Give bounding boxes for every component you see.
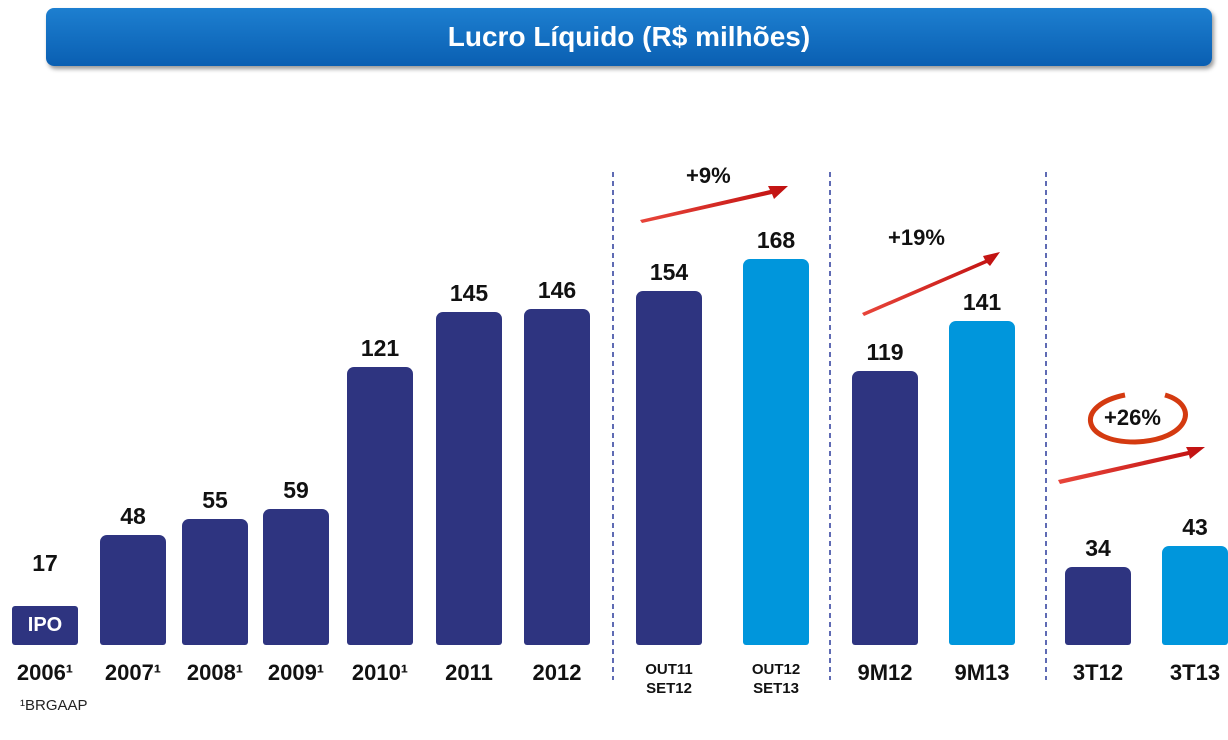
x-tick-label: 2008¹ (186, 660, 244, 685)
chart-title: Lucro Líquido (R$ milhões) (46, 8, 1212, 66)
bar (347, 366, 413, 645)
arrow (1058, 447, 1205, 484)
data-label: 145 (449, 279, 489, 306)
x-tick-label: 2010¹ (351, 660, 409, 685)
data-label: 154 (649, 258, 689, 285)
separators (612, 172, 1047, 680)
data-label: 119 (866, 339, 904, 366)
x-tick-label: 3T12 (1072, 660, 1124, 685)
data-label: 34 (1085, 534, 1111, 561)
bar (852, 371, 918, 645)
data-label: 55 (202, 486, 228, 513)
x-tick-label: 9M13 (954, 660, 1010, 685)
bar (949, 320, 1015, 645)
footnote: ¹BRGAAP (20, 697, 88, 714)
bar (636, 290, 702, 645)
data-label: 48 (120, 502, 146, 529)
x-tick-label: 3T13 (1169, 660, 1221, 685)
data-label: 59 (283, 477, 309, 504)
bar (12, 605, 78, 645)
annotation: +9% (686, 163, 731, 188)
data-label: 121 (360, 334, 400, 361)
x-tick-label: 2009¹ (267, 660, 325, 685)
data-label: 146 (537, 277, 577, 304)
bar (100, 534, 166, 645)
annotation: +19% (888, 225, 945, 250)
arrow (640, 186, 788, 223)
x-tick-label: 2006¹ (16, 660, 74, 685)
x-tick-label: 2012 (532, 660, 582, 685)
x-tick-label: 2011 (445, 660, 493, 685)
data-label: 17 (32, 549, 58, 576)
bar (743, 258, 809, 645)
x-tick-label: 2007¹ (104, 660, 162, 685)
bar (524, 309, 590, 645)
data-label: 141 (962, 288, 1002, 315)
data-label: 43 (1182, 514, 1208, 541)
x-tick-label: OUT12 SET13 (751, 661, 801, 697)
arrow (862, 252, 1000, 316)
annotation: +26% (1104, 405, 1161, 430)
circle-arrow (1088, 392, 1188, 445)
bar (263, 509, 329, 645)
ipo-label: IPO (27, 613, 63, 636)
x-tick-label: OUT11 SET12 (645, 661, 693, 697)
bar (436, 311, 502, 645)
x-tick-label: 9M12 (857, 660, 913, 685)
data-label: 168 (756, 226, 796, 253)
bar (1162, 546, 1228, 645)
bar (1065, 566, 1131, 645)
bar (182, 518, 248, 645)
